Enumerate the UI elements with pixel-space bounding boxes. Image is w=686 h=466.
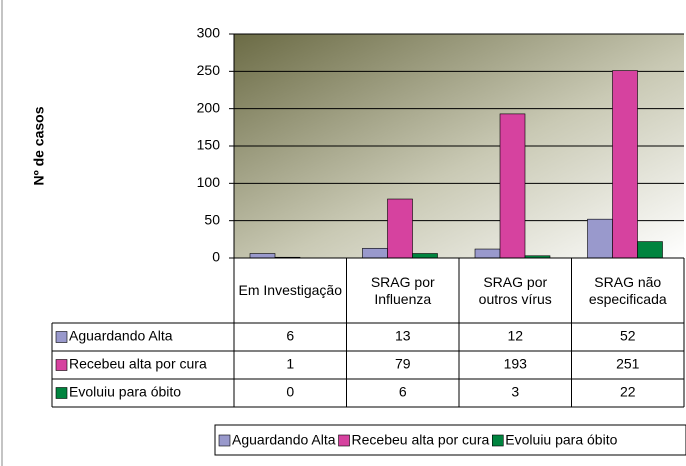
bar [362,247,388,259]
y-tick-label: 200 [197,99,221,115]
table-value: 12 [507,328,523,344]
table-value: 79 [395,356,411,372]
table-value: 0 [286,384,294,400]
table-value: 3 [511,384,519,400]
legend-label: Recebeu alta por cura [352,432,490,448]
y-tick-label: 150 [197,137,221,153]
bar [499,113,526,259]
table-row-label: Aguardando Alta [69,328,173,344]
category-label: SRAG por outros vírus [478,273,552,307]
bar [387,198,413,259]
table-value: 1 [286,356,294,372]
y-tick-label: 300 [197,25,221,41]
table-legend-key [55,387,68,399]
table-value: 13 [395,328,411,344]
table-value: 52 [620,328,636,344]
legend-key [491,434,504,447]
legend-box [214,424,686,456]
y-tick-label: 100 [197,174,221,190]
table-row-label: Evoluiu para óbito [69,384,181,400]
table-legend-key [55,331,68,343]
table-value: 6 [286,328,294,344]
table-legend-key [55,359,68,371]
y-tick-label: 50 [204,211,220,227]
bar [587,218,613,259]
category-label: Em Investigação [238,282,343,298]
table-value: 22 [620,384,636,400]
y-tick-label: 250 [197,62,221,78]
bar [474,248,501,259]
category-label: SRAG não especificada [588,273,667,307]
bar [612,70,638,259]
y-axis-title: Nº de casos [31,106,47,185]
legend-label: Aguardando Alta [232,432,336,448]
table-row-label: Recebeu alta por cura [69,356,207,372]
table-value: 6 [399,384,407,400]
legend-key [218,434,231,447]
category-label: SRAG por Influenza [370,273,435,307]
y-tick-label: 0 [212,249,220,265]
bar [637,241,663,259]
table-value: 251 [616,356,640,372]
legend: Aguardando Alta Recebeu alta por cura Evol… [218,432,618,448]
table-value: 193 [504,356,528,372]
legend-label: Evoluiu para óbito [505,432,617,448]
legend-key [338,434,350,447]
